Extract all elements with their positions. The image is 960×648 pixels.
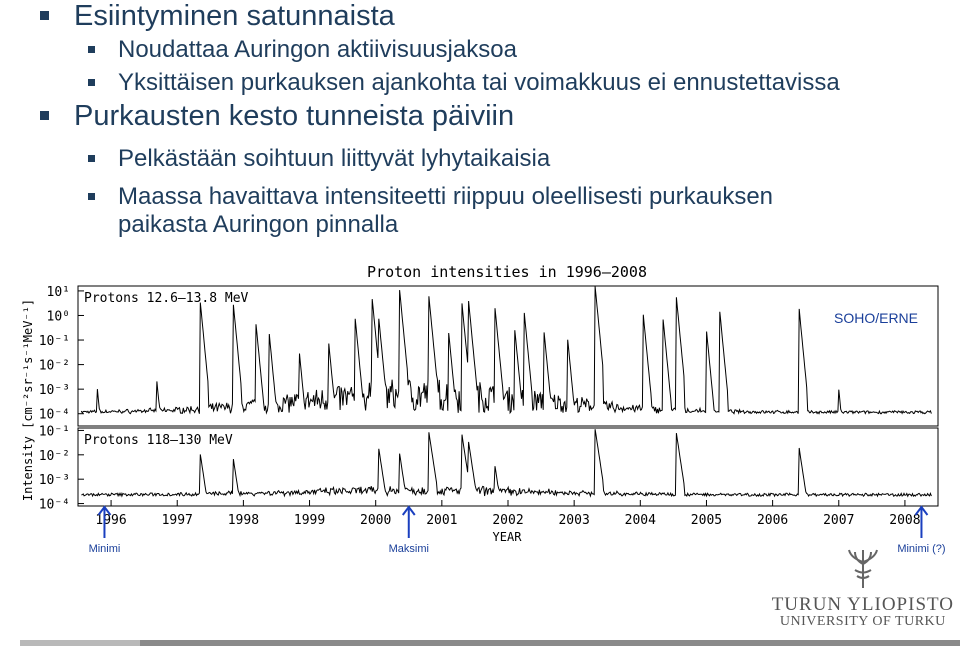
source-label: SOHO/ERNE: [834, 310, 918, 326]
bullet-text: Maassa havaittava intensiteetti riippuu …: [118, 183, 774, 239]
bullet-item: Yksittäisen purkauksen ajankohta tai voi…: [88, 69, 840, 97]
x-tick-label: 2002: [492, 513, 523, 528]
y-tick-label: 10⁻³: [39, 383, 70, 398]
annotation-label: Maksimi: [389, 543, 429, 555]
bullet-text: Pelkästään soihtuun liittyvät lyhytaikai…: [118, 145, 551, 172]
footer-bar: [20, 640, 960, 646]
logo-line-1: TURUN YLIOPISTO: [771, 594, 954, 615]
torch-emblem-icon: [847, 549, 878, 588]
y-tick-label: 10⁻¹: [39, 334, 70, 349]
y-tick-label: 10⁻²: [39, 449, 70, 464]
annotation-arrowhead-icon: [914, 505, 929, 516]
plot-panel-frame: [77, 285, 939, 427]
x-tick-label: 2000: [360, 513, 391, 528]
bullet-item: Maassa havaittava intensiteetti riippuu …: [88, 183, 868, 239]
proton-intensity-chart: Proton intensities in 1996–2008 Intensity…: [21, 263, 946, 555]
bullet-square-icon: [40, 11, 49, 20]
y-tick-label: 10⁻⁴: [39, 408, 70, 423]
y-tick-label: 10⁻³: [39, 473, 70, 488]
y-tick-label: 10¹: [47, 285, 70, 300]
x-tick-label: 2008: [889, 513, 920, 528]
x-tick-label: 1999: [294, 513, 325, 528]
bullet-square-icon: [88, 193, 95, 200]
panel-series-label: Protons 118–130 MeV: [84, 433, 233, 448]
bullet-square-icon: [88, 155, 95, 162]
y-tick-label: 10⁻²: [39, 359, 70, 374]
x-tick-label: 2005: [691, 513, 722, 528]
x-tick-label: 2001: [426, 513, 457, 528]
x-tick-label: 1997: [162, 513, 193, 528]
logo-line-2: UNIVERSITY OF TURKU: [779, 614, 946, 629]
x-tick-label: 2004: [625, 513, 656, 528]
heading2-text: Purkausten kesto tunneista päiviin: [74, 100, 515, 132]
annotation-arrowhead-icon: [401, 505, 416, 516]
annotation-label: Minimi: [89, 543, 121, 555]
title-bullet: Esiintyminen satunnaista: [40, 0, 395, 34]
y-tick-label: 10⁰: [47, 309, 70, 324]
series-line: [80, 286, 932, 415]
slide-title: Esiintyminen satunnaista: [74, 0, 395, 32]
panel-series-label: Protons 12.6–13.8 MeV: [84, 291, 249, 306]
x-tick-label: 1998: [228, 513, 259, 528]
bullet-square-icon: [88, 46, 95, 53]
bullet-square-icon: [40, 111, 49, 120]
x-tick-label: 2003: [558, 513, 589, 528]
x-tick-label: 2007: [823, 513, 854, 528]
annotation-arrowhead-icon: [97, 505, 112, 516]
series-line: [81, 429, 932, 498]
x-tick-label: 1996: [95, 513, 126, 528]
bullet-item: Noudattaa Auringon aktiivisuusjaksoa: [88, 36, 517, 64]
university-logo: TURUN YLIOPISTO UNIVERSITY OF TURKU: [772, 548, 954, 630]
footer-accent: [20, 640, 140, 646]
bullet-text: Noudattaa Auringon aktiivisuusjaksoa: [118, 36, 517, 63]
x-tick-label: 2006: [757, 513, 788, 528]
annotation-label: Minimi (?): [897, 543, 945, 555]
y-axis-label: Intensity [cm⁻²sr⁻¹s⁻¹MeV⁻¹]: [21, 299, 35, 501]
bullet-item: Pelkästään soihtuun liittyvät lyhytaikai…: [88, 145, 550, 173]
bullet-square-icon: [88, 79, 95, 86]
x-axis-label: YEAR: [493, 530, 523, 544]
y-tick-label: 10⁻⁴: [39, 498, 70, 513]
heading2-bullet: Purkausten kesto tunneista päiviin: [40, 100, 514, 134]
bullet-text: Yksittäisen purkauksen ajankohta tai voi…: [118, 69, 840, 96]
chart-title: Proton intensities in 1996–2008: [367, 263, 647, 281]
y-tick-label: 10⁻¹: [39, 424, 70, 439]
